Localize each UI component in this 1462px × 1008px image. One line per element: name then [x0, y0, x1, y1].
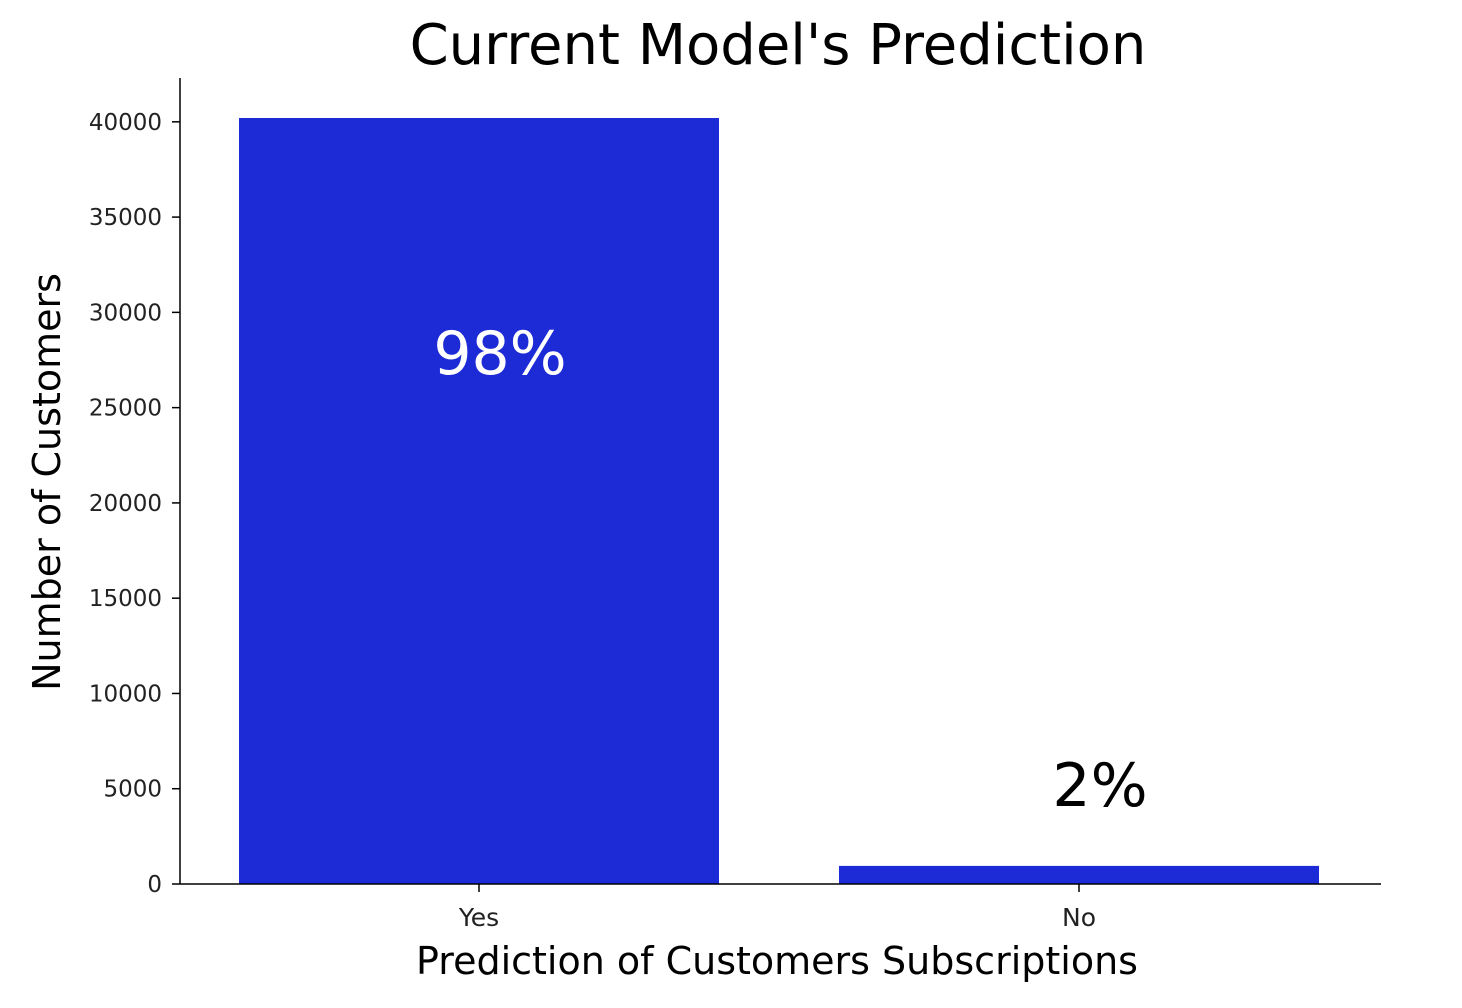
- x-axis-label: Prediction of Customers Subscriptions: [416, 939, 1138, 983]
- y-tick-label-0: 0: [147, 872, 162, 898]
- y-axis-label: Number of Customers: [25, 273, 69, 691]
- data-labels-group: 98% 2%: [433, 319, 1147, 821]
- x-tick-label-no: No: [1062, 903, 1096, 932]
- y-tick-label-15000: 15000: [89, 586, 162, 612]
- y-tick-label-20000: 20000: [89, 491, 162, 517]
- bar-yes: [239, 118, 719, 885]
- chart-title: Current Model's Prediction: [410, 13, 1147, 78]
- y-axis-ticks: 0 5000 10000 15000 20000 25000 30000 35000 40000: [89, 110, 180, 898]
- y-tick-label-5000: 5000: [103, 777, 162, 803]
- y-tick-label-25000: 25000: [89, 396, 162, 422]
- bars-group: [239, 118, 1319, 885]
- y-tick-label-30000: 30000: [89, 300, 162, 326]
- y-tick-label-35000: 35000: [89, 205, 162, 231]
- data-label-no: 2%: [1052, 751, 1147, 821]
- x-tick-label-yes: Yes: [458, 903, 499, 932]
- data-label-yes: 98%: [433, 319, 566, 389]
- x-axis-ticks: Yes No: [458, 884, 1096, 932]
- y-tick-label-40000: 40000: [89, 110, 162, 136]
- bar-no: [839, 865, 1319, 884]
- y-tick-label-10000: 10000: [89, 681, 162, 707]
